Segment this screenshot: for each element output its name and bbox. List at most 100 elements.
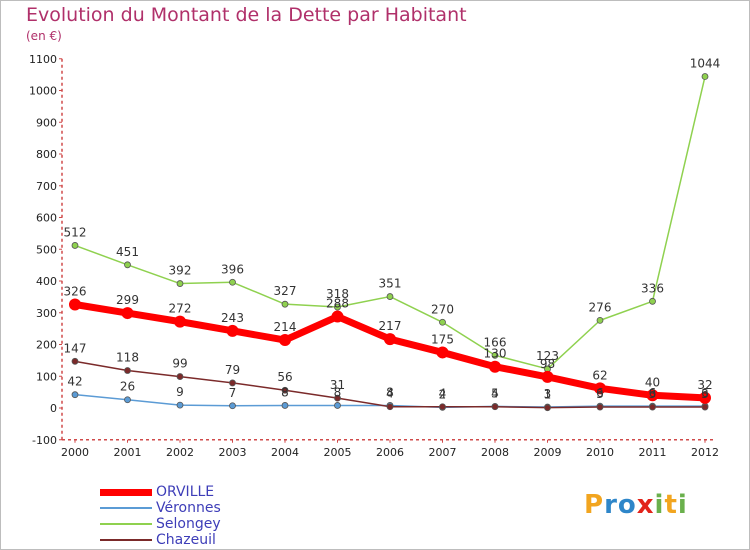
- data-label-chazeuil: 3: [701, 387, 709, 401]
- data-point-orville: [121, 307, 134, 320]
- data-point-orville: [331, 310, 344, 323]
- data-label-veronnes: 6: [649, 386, 657, 400]
- logo-letter: r: [604, 490, 618, 520]
- data-label-orville: 217: [379, 319, 402, 333]
- data-point-veronnes: [281, 402, 289, 409]
- data-label-selongey: 392: [169, 264, 192, 278]
- proxiti-logo: Proxiti: [584, 490, 688, 520]
- data-point-chazeuil: [701, 403, 709, 411]
- data-label-chazeuil: 4: [439, 387, 447, 401]
- legend-swatch-veronnes: [100, 507, 152, 509]
- data-point-veronnes: [176, 401, 184, 409]
- data-point-selongey: [124, 261, 131, 269]
- data-point-selongey: [649, 297, 656, 305]
- data-point-orville: [69, 298, 81, 311]
- data-point-veronnes: [71, 391, 79, 399]
- x-tick-label: 2004: [271, 446, 299, 459]
- data-point-chazeuil: [491, 403, 499, 411]
- y-tick-label: 800: [36, 148, 57, 161]
- data-label-orville: 299: [116, 293, 139, 307]
- legend-swatch-orville: [100, 489, 152, 496]
- data-label-orville: 40: [645, 375, 660, 389]
- data-point-selongey: [701, 73, 709, 80]
- data-label-chazeuil: 118: [116, 351, 139, 365]
- data-point-chazeuil: [334, 394, 341, 402]
- legend-label-orville: ORVILLE: [156, 484, 215, 500]
- data-label-orville: 288: [326, 297, 349, 311]
- y-tick-label: 200: [36, 339, 57, 352]
- data-label-selongey: 270: [431, 302, 454, 316]
- data-label-selongey: 351: [379, 277, 402, 291]
- x-tick-label: 2012: [691, 446, 719, 459]
- y-tick-label: 1100: [29, 53, 57, 66]
- logo-letter: P: [584, 490, 605, 520]
- data-point-selongey: [439, 318, 446, 326]
- y-tick-label: 600: [36, 212, 57, 225]
- data-label-veronnes: 26: [120, 380, 135, 394]
- x-tick-label: 2002: [166, 446, 194, 459]
- data-label-chazeuil: 4: [386, 387, 394, 401]
- data-label-veronnes: 9: [176, 385, 184, 399]
- y-tick-label: -100: [32, 434, 57, 447]
- data-point-orville: [384, 333, 396, 346]
- data-label-orville: 130: [484, 347, 507, 361]
- data-label-chazeuil: 79: [225, 363, 240, 377]
- data-point-selongey: [229, 278, 236, 286]
- data-label-selongey: 123: [536, 349, 559, 363]
- data-label-veronnes: 6: [596, 386, 604, 400]
- data-label-veronnes: 8: [386, 385, 394, 399]
- data-point-selongey: [71, 242, 79, 249]
- data-label-selongey: 327: [274, 284, 297, 298]
- data-label-veronnes: 8: [281, 385, 289, 399]
- x-tick-label: 2010: [586, 446, 614, 459]
- chart-title: Evolution du Montant de la Dette par Hab…: [26, 4, 467, 26]
- data-label-chazeuil: 1: [544, 388, 552, 402]
- data-point-chazeuil: [386, 403, 394, 411]
- data-label-orville: 98: [540, 357, 555, 371]
- logo-letter: i: [677, 490, 688, 520]
- data-point-selongey: [596, 316, 604, 324]
- data-label-chazeuil: 31: [330, 378, 345, 392]
- data-point-orville: [489, 360, 501, 373]
- data-point-chazeuil: [281, 386, 289, 394]
- data-label-veronnes: 6: [701, 386, 709, 400]
- data-point-selongey: [281, 300, 289, 308]
- data-label-selongey: 451: [116, 245, 139, 259]
- data-label-orville: 62: [592, 368, 607, 382]
- data-point-orville: [541, 370, 554, 383]
- x-tick-label: 2007: [429, 446, 457, 459]
- data-label-orville: 272: [169, 302, 192, 316]
- y-tick-label: 900: [36, 116, 57, 129]
- data-point-selongey: [491, 351, 499, 359]
- data-point-orville: [594, 382, 606, 395]
- data-point-veronnes: [229, 402, 236, 410]
- logo-letter: t: [664, 490, 678, 520]
- legend-label-veronnes: Véronnes: [156, 500, 221, 516]
- x-tick-label: 2005: [324, 446, 352, 459]
- legend-swatch-selongey: [100, 523, 152, 525]
- data-label-selongey: 166: [484, 335, 507, 349]
- y-tick-label: 500: [36, 243, 57, 256]
- legend-label-chazeuil: Chazeuil: [156, 532, 216, 548]
- y-tick-label: 100: [36, 370, 57, 383]
- data-label-veronnes: 8: [334, 385, 342, 399]
- data-point-chazeuil: [439, 403, 446, 411]
- data-point-chazeuil: [71, 357, 79, 365]
- logo-letter: x: [636, 490, 655, 520]
- data-label-veronnes: 42: [67, 375, 82, 389]
- data-label-orville: 214: [274, 320, 297, 334]
- y-tick-label: 300: [36, 307, 57, 320]
- data-label-selongey: 512: [64, 225, 87, 239]
- data-point-orville: [279, 334, 291, 347]
- data-point-chazeuil: [176, 373, 184, 380]
- data-point-selongey: [334, 303, 341, 311]
- x-tick-label: 2001: [114, 446, 142, 459]
- data-label-selongey: 336: [641, 281, 664, 295]
- x-tick-label: 2008: [481, 446, 509, 459]
- chart-subtitle: (en €): [26, 29, 62, 43]
- x-tick-label: 2009: [534, 446, 562, 459]
- x-tick-label: 2011: [639, 446, 667, 459]
- data-label-chazeuil: 99: [172, 357, 187, 371]
- data-point-orville: [699, 391, 711, 404]
